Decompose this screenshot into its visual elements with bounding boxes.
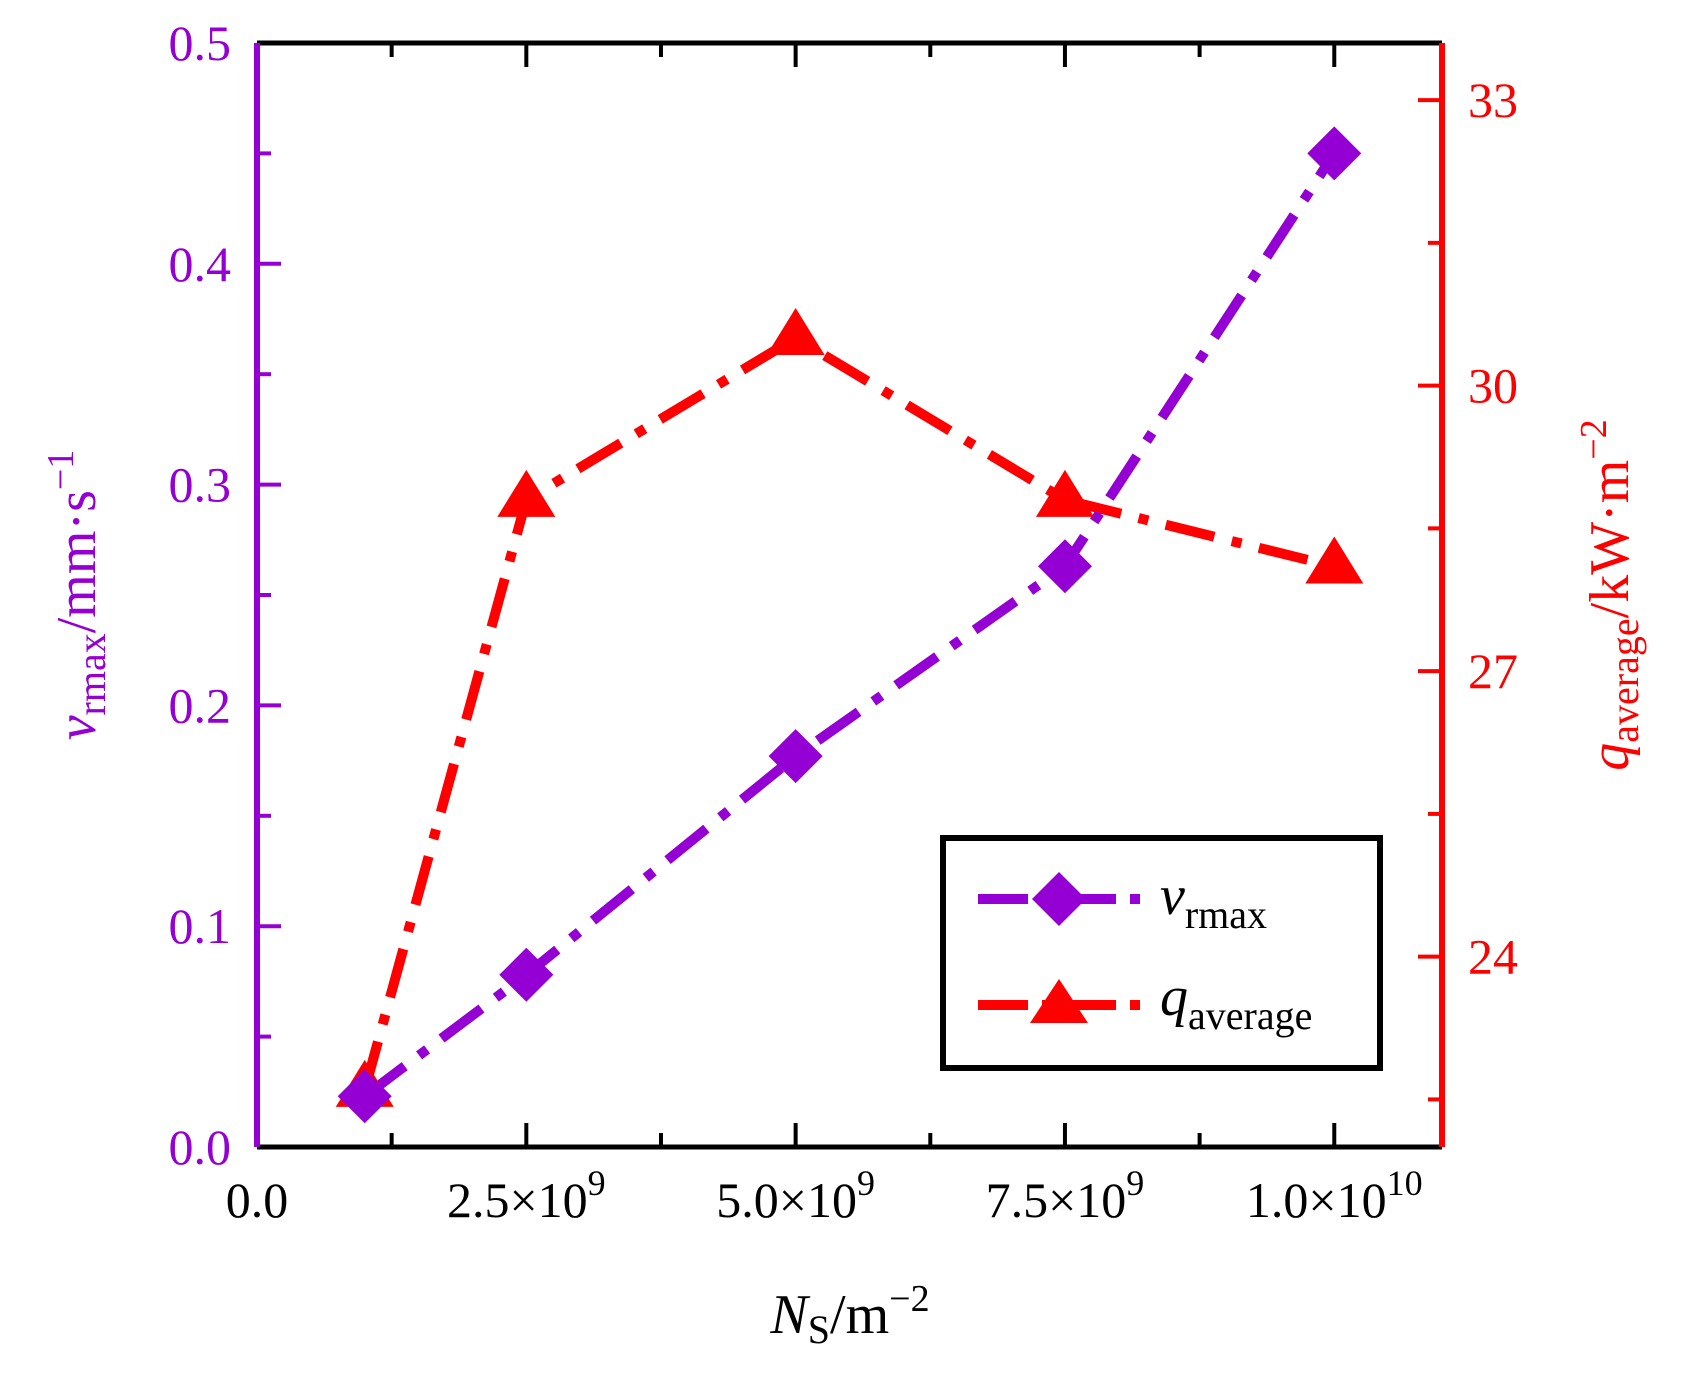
legend: vrmax qaverage — [940, 835, 1383, 1071]
data-point-v_rmax — [337, 1069, 392, 1124]
legend-box — [940, 835, 1383, 1071]
x-tick-label: 1.0×1010 — [1246, 1163, 1423, 1228]
y-left-tick-label: 0.5 — [169, 15, 232, 71]
data-point-v_rmax — [499, 947, 554, 1002]
y-right-tick-label: 33 — [1468, 72, 1518, 128]
data-point-q_average — [497, 469, 556, 517]
series-markers — [335, 126, 1364, 1124]
legend-label-q-average: qaverage — [1160, 966, 1312, 1038]
series-line-q_average — [359, 333, 1336, 1092]
tick-labels: 0.0 2.5×109 5.0×109 7.5×109 1.0×1010 0.0 0.1 0.… — [169, 15, 1519, 1228]
data-point-q_average — [766, 308, 825, 356]
legend-label-v-rmax: vrmax — [1160, 865, 1267, 937]
legend-marker-v-rmax — [1032, 872, 1086, 926]
data-point-q_average — [1035, 469, 1094, 517]
y-right-axis-title: qaverage/kW·m−2 — [1573, 419, 1647, 770]
y-left-tick-label: 0.3 — [169, 457, 232, 513]
x-tick-label: 0.0 — [226, 1172, 289, 1228]
y-left-tick-label: 0.1 — [169, 898, 232, 954]
y-left-tick-label: 0.0 — [169, 1119, 232, 1175]
y-left-tick-label: 0.4 — [169, 236, 232, 292]
y-left-axis-title: vrmax/mm·s−1 — [40, 450, 114, 741]
y-right-tick-label: 30 — [1468, 358, 1518, 414]
data-point-v_rmax — [768, 729, 823, 784]
data-point-q_average — [1305, 536, 1364, 584]
x-axis-title: NS/m−2 — [769, 1278, 929, 1352]
y-right-tick-label: 24 — [1468, 929, 1518, 985]
x-tick-label: 2.5×109 — [447, 1163, 606, 1228]
data-point-v_rmax — [1037, 539, 1092, 594]
legend-marker-q-average — [1030, 979, 1088, 1023]
data-point-v_rmax — [1307, 126, 1362, 181]
y-left-tick-label: 0.2 — [169, 677, 232, 733]
x-tick-label: 7.5×109 — [986, 1163, 1145, 1228]
x-tick-label: 5.0×109 — [716, 1163, 875, 1228]
y-right-tick-label: 27 — [1468, 643, 1518, 699]
